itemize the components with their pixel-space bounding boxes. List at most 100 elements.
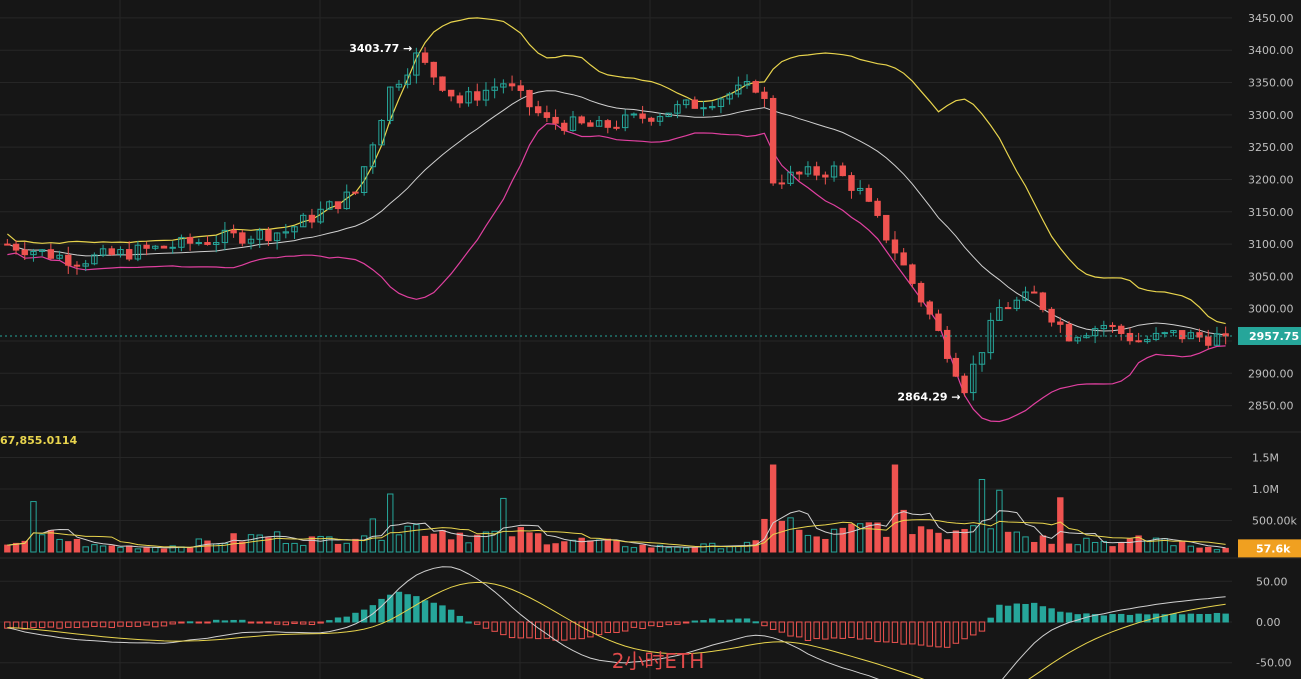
candle-body-6 [56, 254, 63, 259]
volume-bar-11 [99, 545, 107, 553]
candle-109 [952, 352, 960, 378]
candle-95 [830, 161, 838, 182]
volume-bar-137 [1196, 547, 1203, 553]
candle-body-138 [1205, 336, 1212, 346]
candle-87 [761, 86, 768, 108]
candle-body-8 [73, 264, 81, 267]
candle-59 [517, 80, 524, 98]
candle-101 [883, 214, 890, 244]
candle-body-73 [639, 113, 646, 119]
volume-bar-49 [430, 533, 437, 553]
macd-hist-105 [917, 621, 925, 646]
price-tick-label: 3450.00 [1248, 12, 1294, 25]
candle-34 [300, 212, 307, 228]
macd-hist-30 [265, 621, 272, 624]
candle-137 [1196, 328, 1203, 342]
macd-hist-4 [38, 621, 46, 629]
candle-body-115 [1004, 307, 1012, 310]
candle-48 [421, 47, 429, 65]
volume-bar-138 [1205, 546, 1212, 553]
volume-bar-79 [691, 546, 699, 553]
candle-body-50 [439, 76, 446, 91]
candle-body-97 [848, 175, 855, 191]
candle-body-127 [1109, 324, 1116, 327]
macd-hist-38 [334, 617, 342, 623]
candle-body-71 [622, 114, 629, 129]
macd-hist-120 [1048, 608, 1055, 623]
price-tick-label: 3050.00 [1248, 270, 1294, 283]
volume-bar-85 [743, 541, 751, 553]
volume-bar-121 [1057, 497, 1064, 553]
macd-hist-19 [169, 621, 176, 625]
candle-54 [474, 83, 481, 107]
volume-bar-59 [517, 527, 524, 553]
macd-hist-41 [360, 609, 368, 623]
volume-bar-78 [682, 547, 690, 553]
macd-hist-85 [743, 618, 751, 623]
candle-body-58 [508, 83, 516, 87]
macd-hist-103 [900, 621, 907, 645]
candle-body-91 [796, 171, 803, 175]
candle-104 [909, 263, 916, 288]
candle-body-14 [125, 249, 133, 260]
macd-hist-13 [117, 621, 124, 627]
volume-bar-112 [978, 479, 986, 553]
candle-body-132 [1152, 332, 1160, 340]
candle-131 [1144, 335, 1151, 344]
candle-body-33 [291, 226, 298, 233]
macd-hist-15 [134, 621, 142, 627]
macd-hist-135 [1178, 614, 1186, 623]
macd-hist-78 [682, 621, 690, 624]
candle-1 [12, 240, 20, 255]
candle-33 [291, 225, 298, 240]
volume-bar-95 [830, 528, 838, 553]
macd-dif-line [7, 566, 1226, 679]
volume-bar-41 [360, 535, 368, 553]
macd-hist-67 [587, 621, 594, 638]
candle-body-30 [265, 229, 272, 242]
volume-bar-45 [395, 534, 403, 553]
macd-hist-66 [578, 621, 585, 640]
candle-38 [334, 201, 342, 214]
axis-badges: 2957.75 57.6k [0, 326, 1301, 558]
candle-107 [935, 309, 942, 332]
candle-body-120 [1048, 308, 1055, 323]
macd-hist-50 [439, 605, 446, 623]
candle-body-66 [578, 116, 585, 124]
macd-hist-117 [1022, 603, 1029, 623]
candle-body-139 [1213, 333, 1221, 346]
macd-hist-57 [500, 621, 507, 636]
candle-body-129 [1126, 332, 1134, 342]
candle-body-27 [239, 232, 246, 244]
macd-hist-70 [613, 621, 620, 633]
macd-hist-20 [178, 621, 185, 624]
candle-body-3 [30, 251, 37, 256]
candle-40 [352, 191, 359, 196]
candle-body-79 [691, 99, 699, 109]
candle-body-64 [561, 122, 568, 131]
macd-hist-127 [1109, 614, 1116, 623]
candle-80 [700, 101, 707, 117]
volume-bar-94 [822, 538, 829, 553]
symbol-watermark: 2小时ETH [612, 649, 705, 673]
volume-bar-60 [526, 532, 533, 553]
candle-19 [169, 241, 176, 254]
volume-bar-36 [317, 535, 324, 553]
candle-body-133 [1161, 332, 1168, 335]
candle-body-4 [38, 249, 46, 253]
candle-body-31 [273, 232, 281, 242]
candle-body-74 [648, 117, 655, 122]
current-price-label: 2957.75 [1249, 330, 1299, 343]
candle-115 [1004, 302, 1012, 310]
candle-29 [256, 227, 263, 248]
candle-116 [1013, 296, 1020, 312]
candle-body-119 [1039, 292, 1047, 310]
volume-bar-9 [82, 546, 89, 553]
volume-bar-19 [169, 545, 176, 553]
macd-hist-45 [395, 591, 403, 623]
volume-bar-56 [491, 530, 498, 553]
price-tick-label: 3100.00 [1248, 238, 1294, 251]
candle-body-22 [195, 242, 202, 245]
volume-bar-28 [247, 534, 255, 553]
